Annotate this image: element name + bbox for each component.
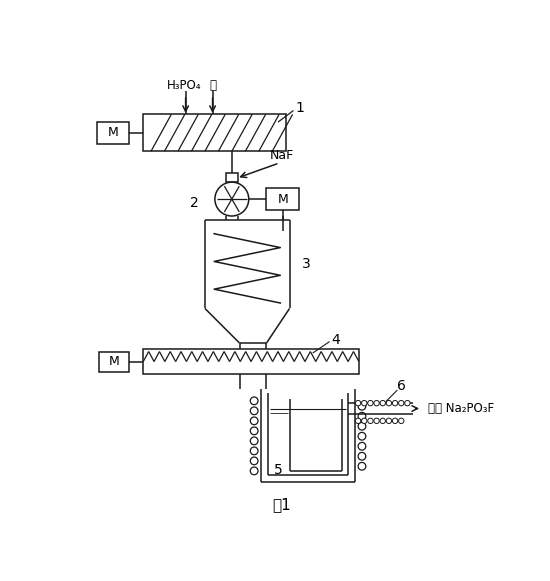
Circle shape [405,400,410,406]
Bar [267,188,299,210]
Circle shape [368,418,373,424]
Text: 1: 1 [295,101,304,115]
Bar [97,122,129,144]
Circle shape [250,467,258,475]
Text: M: M [108,126,119,139]
Text: 产品 Na₂PO₃F: 产品 Na₂PO₃F [428,402,494,415]
Circle shape [250,397,258,405]
Text: M: M [109,355,119,368]
Circle shape [361,400,367,406]
Circle shape [355,418,361,424]
Bar [143,114,286,151]
Circle shape [374,400,379,406]
Circle shape [380,418,386,424]
Bar [226,173,238,182]
Text: 图1: 图1 [272,497,292,512]
Circle shape [355,400,361,406]
Circle shape [386,400,392,406]
Text: NaF: NaF [270,149,294,162]
Circle shape [358,442,366,450]
Text: M: M [277,192,288,206]
Circle shape [358,453,366,460]
Circle shape [250,427,258,435]
Circle shape [392,418,398,424]
Text: H₃PO₄: H₃PO₄ [167,78,201,92]
Circle shape [399,400,404,406]
Circle shape [368,400,373,406]
Circle shape [386,418,392,424]
Bar [98,352,129,372]
Circle shape [358,432,366,440]
Circle shape [358,403,366,410]
Text: 3: 3 [302,257,311,271]
Circle shape [374,418,379,424]
Text: 碱: 碱 [209,78,216,92]
Circle shape [358,422,366,430]
Text: 4: 4 [332,333,340,347]
Text: 2: 2 [190,196,199,210]
Circle shape [358,413,366,420]
Circle shape [361,418,367,424]
Text: 5: 5 [274,463,282,477]
Circle shape [215,182,249,216]
Circle shape [250,437,258,444]
Circle shape [250,417,258,425]
Text: 6: 6 [397,379,406,393]
Circle shape [380,400,386,406]
Bar [143,349,359,374]
Circle shape [358,462,366,470]
Circle shape [392,400,398,406]
Circle shape [250,457,258,465]
Circle shape [250,407,258,415]
Circle shape [399,418,404,424]
Circle shape [250,447,258,455]
